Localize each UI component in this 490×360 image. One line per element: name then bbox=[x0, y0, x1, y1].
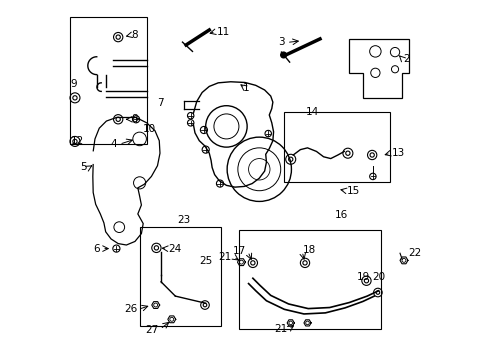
Text: 1: 1 bbox=[243, 83, 249, 93]
Text: 2: 2 bbox=[403, 54, 410, 64]
Text: 25: 25 bbox=[199, 256, 213, 266]
Text: 11: 11 bbox=[217, 27, 230, 37]
Text: 7: 7 bbox=[157, 98, 164, 108]
Text: 14: 14 bbox=[306, 107, 319, 117]
Circle shape bbox=[281, 52, 287, 58]
Text: 21: 21 bbox=[274, 324, 287, 334]
Text: 23: 23 bbox=[178, 215, 191, 225]
Text: 18: 18 bbox=[303, 246, 317, 255]
Text: 10: 10 bbox=[143, 124, 156, 134]
Text: 12: 12 bbox=[71, 136, 84, 147]
Text: 19: 19 bbox=[356, 272, 369, 282]
Text: 5: 5 bbox=[80, 162, 87, 172]
Text: 16: 16 bbox=[335, 210, 348, 220]
Text: 17: 17 bbox=[233, 247, 246, 256]
Text: 3: 3 bbox=[278, 37, 284, 48]
Text: 15: 15 bbox=[347, 186, 361, 196]
Text: 4: 4 bbox=[111, 139, 118, 149]
Text: 26: 26 bbox=[124, 304, 137, 314]
Text: 22: 22 bbox=[409, 248, 422, 258]
Text: 21: 21 bbox=[218, 252, 231, 262]
Text: 27: 27 bbox=[146, 325, 159, 335]
Text: 6: 6 bbox=[94, 244, 100, 253]
Text: 13: 13 bbox=[392, 148, 405, 158]
Text: 20: 20 bbox=[372, 272, 385, 282]
Text: 9: 9 bbox=[71, 78, 77, 89]
Text: 24: 24 bbox=[168, 244, 181, 253]
Text: 8: 8 bbox=[131, 30, 138, 40]
Text: 8: 8 bbox=[131, 114, 138, 124]
